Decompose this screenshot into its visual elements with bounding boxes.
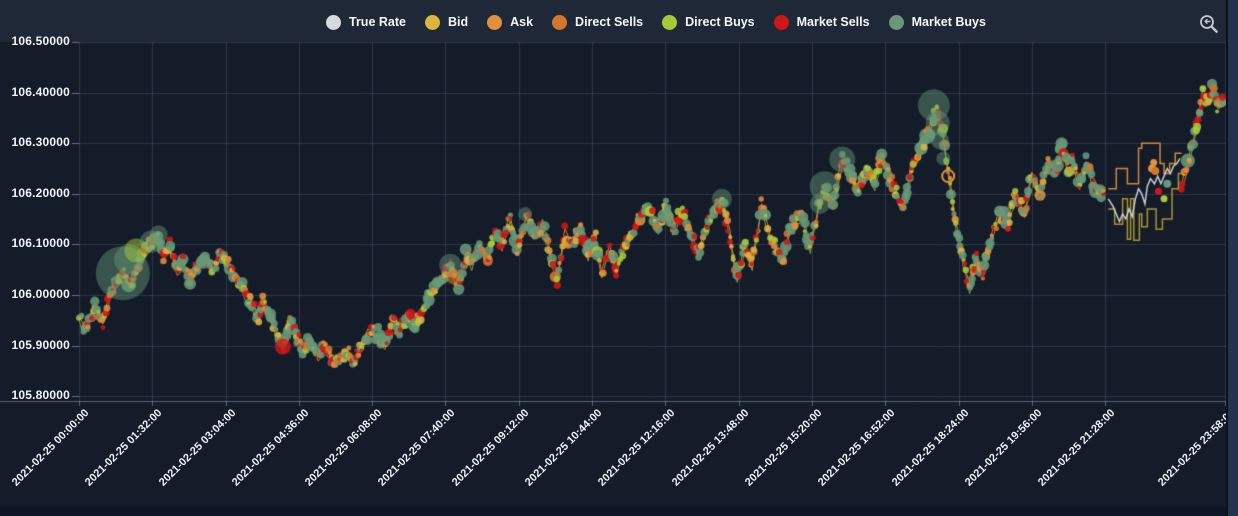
legend-item-direct-sells[interactable]: Direct Sells (552, 15, 643, 30)
legend-swatch-icon (662, 15, 677, 30)
legend-item-true-rate[interactable]: True Rate (326, 15, 406, 30)
magnifier-icon (1198, 13, 1220, 35)
legend-label: True Rate (349, 15, 406, 29)
legend-swatch-icon (552, 15, 567, 30)
legend-swatch-icon (487, 15, 502, 30)
legend-label: Bid (448, 15, 468, 29)
legend-item-bid[interactable]: Bid (425, 15, 468, 30)
legend-swatch-icon (889, 15, 904, 30)
legend-swatch-icon (326, 15, 341, 30)
zoom-reset-button[interactable] (1198, 13, 1220, 35)
legend-item-market-buys[interactable]: Market Buys (889, 15, 986, 30)
legend-swatch-icon (774, 15, 789, 30)
legend-label: Direct Buys (685, 15, 754, 29)
legend-item-ask[interactable]: Ask (487, 15, 533, 30)
legend-swatch-icon (425, 15, 440, 30)
legend-item-direct-buys[interactable]: Direct Buys (662, 15, 754, 30)
legend-item-market-sells[interactable]: Market Sells (774, 15, 870, 30)
legend-label: Direct Sells (575, 15, 643, 29)
legend-label: Market Buys (912, 15, 986, 29)
chart-legend: True Rate Bid Ask Direct Sells Direct Buys Ma… (326, 7, 986, 37)
bottom-panel-edge (0, 506, 1226, 516)
right-panel-edge (1226, 0, 1238, 516)
exchange-rate-chart-panel: 106.50000106.40000106.30000106.20000106.… (0, 0, 1238, 516)
legend-label: Market Sells (797, 15, 870, 29)
price-chart-canvas[interactable] (0, 0, 1238, 516)
legend-label: Ask (510, 15, 533, 29)
